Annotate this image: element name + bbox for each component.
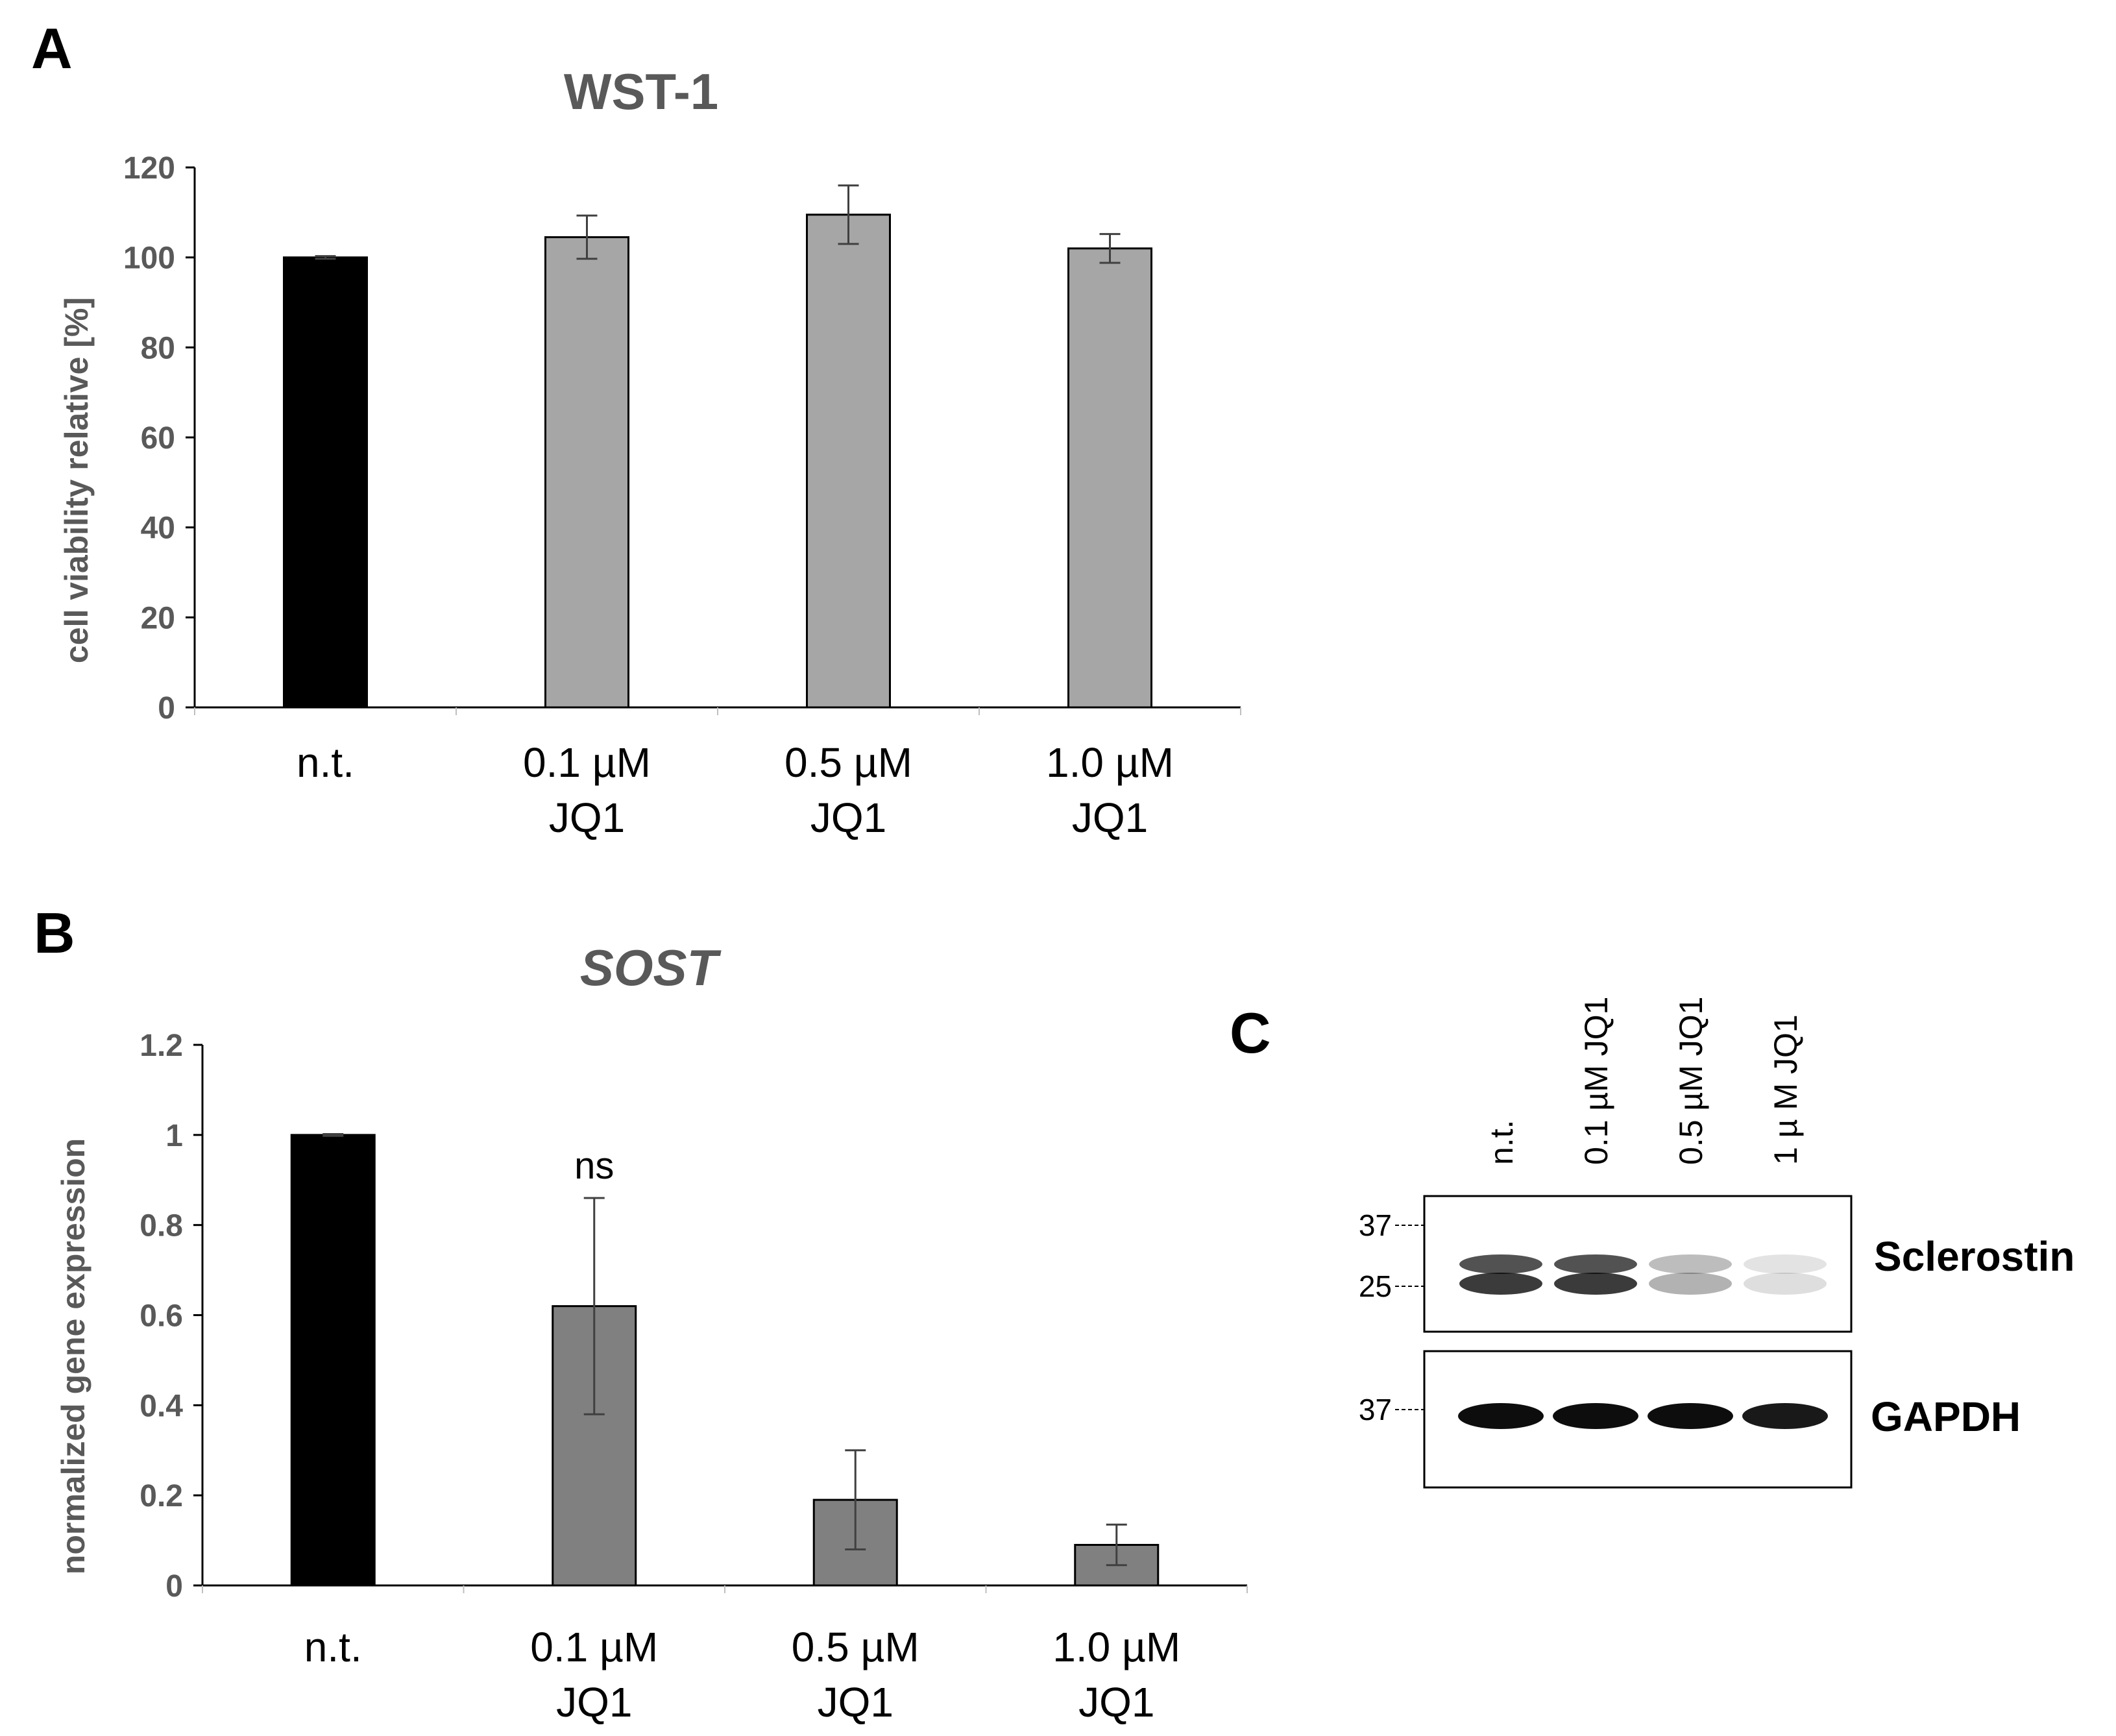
- x-category-label: JQ1: [556, 1679, 632, 1726]
- sclerostin-band-upper: [1459, 1254, 1542, 1274]
- x-category-label: JQ1: [549, 794, 625, 841]
- sclerostin-band-lower: [1744, 1273, 1827, 1295]
- x-category-label: 1.0 µM: [1046, 739, 1174, 786]
- y-tick-label: 120: [123, 151, 175, 186]
- x-category-label: JQ1: [810, 794, 886, 841]
- gapdh-band: [1742, 1403, 1828, 1429]
- chart-sost: SOST normalized gene expression 0 0.2 0.4 0…: [55, 939, 1248, 1726]
- lane-label: 1 µ M JQ1: [1768, 1014, 1804, 1165]
- y-tick-label: 100: [123, 241, 175, 276]
- lane-label: 0.5 µM JQ1: [1673, 997, 1709, 1165]
- blot-label-sclerostin: Sclerostin: [1874, 1233, 2074, 1280]
- sclerostin-band-lower: [1459, 1273, 1542, 1295]
- sclerostin-band-upper: [1649, 1254, 1732, 1274]
- y-tick-label: 0.4: [140, 1389, 183, 1423]
- y-tick-label: 0.6: [140, 1299, 183, 1334]
- bar: [1067, 247, 1152, 709]
- gapdh-band: [1648, 1403, 1733, 1429]
- panel-letter-c: C: [1230, 1001, 1271, 1065]
- bar: [806, 214, 891, 709]
- bar: [290, 1134, 376, 1587]
- gapdh-band: [1458, 1403, 1544, 1429]
- y-tick-label: 0: [158, 691, 175, 726]
- sclerostin-band-lower: [1554, 1273, 1637, 1295]
- sclerostin-band-upper: [1744, 1254, 1827, 1274]
- x-category-label: 0.5 µM: [784, 739, 912, 786]
- western-blot: n.t. 0.1 µM JQ1 0.5 µM JQ1 1 µ M JQ1 37 25 37 S…: [1359, 997, 2074, 1489]
- x-category-label: JQ1: [1078, 1679, 1154, 1726]
- y-tick-label: 0.2: [140, 1479, 183, 1513]
- y-tick-label: 20: [141, 601, 175, 635]
- x-category-label: 0.1 µM: [523, 739, 651, 786]
- mw-marker-label: 25: [1359, 1269, 1392, 1303]
- bar: [544, 236, 629, 709]
- bar: [283, 256, 368, 709]
- y-tick-label: 0: [165, 1569, 183, 1604]
- chart-title-wst1: WST-1: [564, 63, 718, 120]
- lane-label: 0.1 µM JQ1: [1578, 997, 1614, 1165]
- y-tick-label: 60: [141, 421, 175, 456]
- y-tick-label: 0.8: [140, 1209, 183, 1243]
- mw-marker-label: 37: [1359, 1393, 1392, 1426]
- x-category-label: 0.1 µM: [530, 1624, 658, 1670]
- x-category-label: 0.5 µM: [792, 1624, 919, 1670]
- chart-title-sost: SOST: [580, 939, 722, 996]
- mw-marker-label: 37: [1359, 1208, 1392, 1242]
- x-category-label: n.t.: [304, 1624, 362, 1670]
- x-category-label: n.t.: [297, 739, 354, 786]
- x-category-label: JQ1: [818, 1679, 894, 1726]
- blot-label-gapdh: GAPDH: [1871, 1393, 2021, 1440]
- y-tick-label: 1: [165, 1119, 183, 1153]
- y-tick-label: 1.2: [140, 1029, 183, 1063]
- panel-letter-b: B: [34, 901, 75, 965]
- lane-label: n.t.: [1483, 1120, 1520, 1165]
- panel-letter-a: A: [31, 16, 73, 80]
- chart-wst1: WST-1 cell viability relative [%] 0 20 40 6…: [58, 63, 1241, 841]
- x-category-label: JQ1: [1072, 794, 1148, 841]
- significance-label: ns: [574, 1145, 614, 1187]
- y-axis-label-wst1: cell viability relative [%]: [58, 297, 95, 663]
- y-tick-label: 80: [141, 331, 175, 365]
- gapdh-band: [1553, 1403, 1638, 1429]
- x-category-label: 1.0 µM: [1052, 1624, 1180, 1670]
- y-tick-label: 40: [141, 511, 175, 546]
- sclerostin-band-lower: [1649, 1273, 1732, 1295]
- sclerostin-band-upper: [1554, 1254, 1637, 1274]
- y-axis-label-sost: normalized gene expression: [55, 1138, 91, 1574]
